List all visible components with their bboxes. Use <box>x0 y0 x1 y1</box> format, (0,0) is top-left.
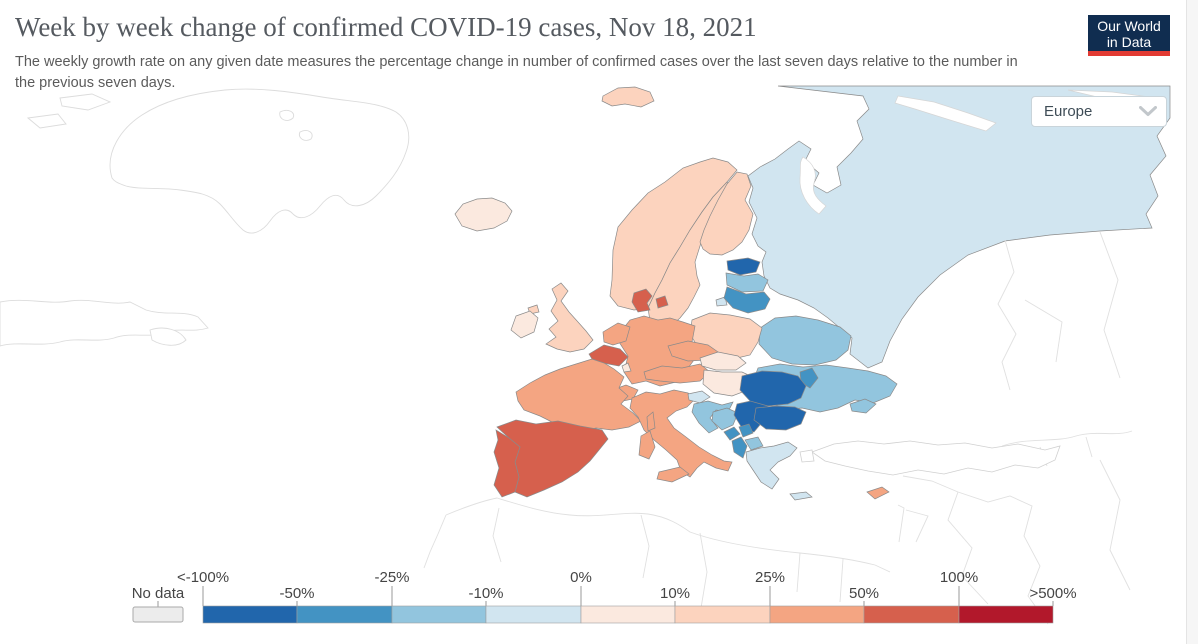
chevron-down-icon <box>1139 106 1157 116</box>
legend-tick-label: -10% <box>468 585 503 602</box>
white-sea <box>799 156 827 215</box>
novaya-zemlya-outline <box>894 95 997 132</box>
africa-borders <box>796 552 844 603</box>
country-russia[interactable] <box>715 85 1171 369</box>
country-slovenia[interactable] <box>687 390 711 404</box>
owid-logo-accent-bar <box>1088 51 1170 56</box>
arctic-island-icon <box>298 130 313 141</box>
country-montenegro[interactable] <box>723 426 741 441</box>
legend-tick-label: 25% <box>755 569 785 586</box>
legend-bin-2[interactable] <box>391 605 487 624</box>
country-belarus[interactable] <box>758 315 852 366</box>
country-netherlands[interactable] <box>602 322 631 346</box>
legend-no-data-label: No data <box>132 585 185 602</box>
legend-bin-7[interactable] <box>863 605 960 624</box>
country-ireland[interactable] <box>510 310 539 339</box>
page-subtitle: The weekly growth rate on any given date… <box>15 54 1018 91</box>
country-turkey[interactable] <box>811 440 1061 476</box>
africa-borders <box>492 507 502 563</box>
country-romania[interactable] <box>739 370 807 407</box>
legend-tick-label: >500% <box>1029 585 1076 602</box>
caucasus-borders <box>1001 430 1133 447</box>
legend-bin-5[interactable] <box>674 605 771 624</box>
central-asia-borders <box>1099 231 1121 379</box>
scrollbar[interactable] <box>1186 0 1198 644</box>
country-bosnia[interactable] <box>711 407 739 431</box>
country-portugal[interactable] <box>493 429 521 498</box>
owid-logo[interactable]: Our World in Data <box>1088 15 1170 56</box>
legend-tick-label: 50% <box>849 585 879 602</box>
central-asia-borders <box>997 239 1017 391</box>
legend-tick-label: 10% <box>660 585 690 602</box>
legend-bin-0[interactable] <box>202 605 298 624</box>
page-title: Week by week change of confirmed COVID-1… <box>15 12 757 42</box>
country-united-kingdom[interactable] <box>527 282 594 353</box>
legend-tick-label: <-100% <box>177 569 229 586</box>
legend-bin-6[interactable] <box>769 605 865 624</box>
country-france[interactable] <box>515 358 642 433</box>
country-bulgaria[interactable] <box>753 405 807 431</box>
country-finland[interactable] <box>699 171 754 256</box>
newfoundland-outline <box>149 327 187 346</box>
country-lithuania[interactable] <box>723 286 771 314</box>
legend-tick-label: 0% <box>570 569 592 586</box>
legend-tick-label: 100% <box>940 569 978 586</box>
country-cyprus[interactable] <box>866 486 890 500</box>
country-latvia[interactable] <box>725 272 769 293</box>
country-luxembourg[interactable] <box>621 362 632 373</box>
legend-bin-1[interactable] <box>296 605 393 624</box>
arctic-island-icon <box>59 93 112 111</box>
greenland-outline <box>109 88 410 234</box>
owid-logo-text: Our World in Data <box>1097 18 1161 50</box>
africa-borders <box>640 514 650 579</box>
country-greece[interactable] <box>745 441 813 501</box>
arctic-island-icon <box>279 109 295 121</box>
middle-east-borders <box>897 504 929 543</box>
country-kosovo[interactable] <box>738 423 754 438</box>
region-dropdown[interactable]: Europe <box>1031 96 1167 127</box>
country-north-macedonia[interactable] <box>744 436 764 451</box>
country-denmark[interactable] <box>631 288 669 313</box>
country-albania[interactable] <box>731 436 748 459</box>
country-italy[interactable] <box>629 389 733 483</box>
legend-tick-label: -25% <box>374 569 409 586</box>
map-legend: No data <-100% -25% 0% 25% 100% -50% -10… <box>132 569 1077 624</box>
middle-east-borders <box>1099 459 1131 591</box>
africa-coastline <box>423 514 447 569</box>
middle-east-borders <box>902 475 1049 625</box>
country-iceland[interactable] <box>454 197 513 232</box>
region-dropdown-value: Europe <box>1044 103 1093 120</box>
africa-borders <box>699 532 708 609</box>
country-turkey-thrace[interactable] <box>799 449 815 463</box>
legend-bin-3[interactable] <box>485 605 582 624</box>
middle-east-borders <box>947 491 989 605</box>
central-asia-borders <box>1024 299 1063 363</box>
legend-bin-4[interactable] <box>580 605 676 624</box>
country-slovakia[interactable] <box>699 351 747 371</box>
arctic-island-icon <box>26 113 67 129</box>
country-estonia[interactable] <box>726 257 761 276</box>
legend-no-data-swatch[interactable] <box>132 606 184 623</box>
legend-tick-label: -50% <box>279 585 314 602</box>
legend-bin-8[interactable] <box>958 605 1054 624</box>
